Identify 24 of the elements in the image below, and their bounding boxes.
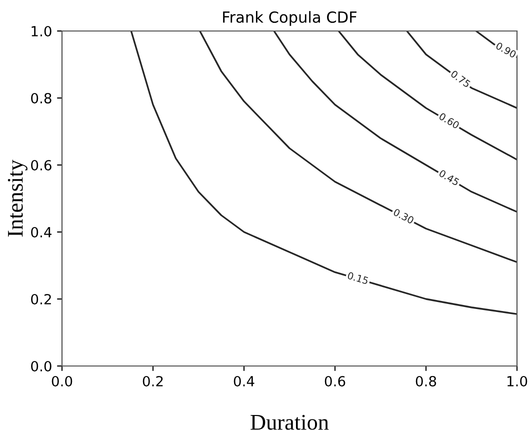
x-tick-label: 0.8 xyxy=(416,376,436,386)
x-tick-label: 1.0 xyxy=(507,376,528,386)
x-tick-label: 0.6 xyxy=(324,376,346,386)
text: 0.15 xyxy=(347,272,369,284)
x-tick-label: 0.4 xyxy=(234,376,254,386)
y-tick-label: 0.6 xyxy=(31,160,52,170)
x-tick-label: 0.2 xyxy=(142,376,163,386)
line-series xyxy=(338,31,517,160)
x-tick-label: 0.0 xyxy=(52,376,72,386)
y-tick-label: 0.2 xyxy=(31,294,51,304)
line-series xyxy=(130,31,517,315)
y-tick-label: 0.0 xyxy=(31,360,52,372)
line-series xyxy=(199,31,517,263)
chart-title: Frank Copula CDF xyxy=(223,11,357,26)
y-tick-label: 1.0 xyxy=(32,26,52,36)
x-axis-title: Duration xyxy=(250,414,329,430)
text: 0.30 xyxy=(392,208,414,224)
text: 0.45 xyxy=(438,169,460,186)
text: 0.75 xyxy=(450,70,471,88)
y-axis-title: Intensity xyxy=(8,160,28,237)
y-tick-label: 0.8 xyxy=(31,92,52,104)
y-tick-label: 0.4 xyxy=(31,226,52,238)
text: 0.60 xyxy=(438,112,460,130)
text: 0.90 xyxy=(495,42,517,58)
